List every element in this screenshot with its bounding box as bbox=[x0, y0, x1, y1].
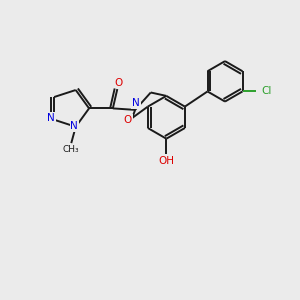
Text: O: O bbox=[115, 77, 123, 88]
Text: CH₃: CH₃ bbox=[63, 145, 80, 154]
Text: O: O bbox=[124, 115, 132, 125]
Text: Cl: Cl bbox=[261, 86, 272, 96]
Text: N: N bbox=[47, 113, 55, 123]
Text: N: N bbox=[132, 98, 140, 108]
Text: OH: OH bbox=[158, 156, 174, 166]
Text: N: N bbox=[70, 121, 78, 131]
